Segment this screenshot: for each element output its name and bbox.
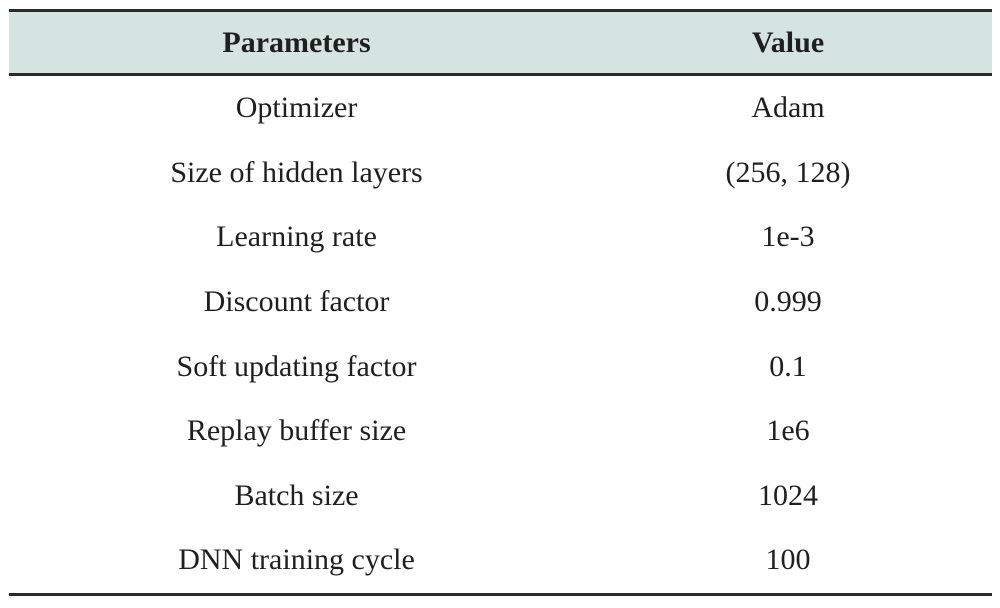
parameter-cell: DNN training cycle bbox=[9, 528, 585, 596]
table-header: Parameters Value bbox=[9, 9, 992, 76]
value-cell: 0.1 bbox=[769, 349, 807, 383]
table-row: Discount factor 0.999 bbox=[9, 270, 992, 335]
parameters-table: Parameters Value Optimizer Adam Size of … bbox=[9, 9, 992, 596]
header-parameters: Parameters bbox=[9, 9, 585, 76]
parameter-cell: Soft updating factor bbox=[176, 349, 417, 383]
table-row: Learning rate 1e-3 bbox=[9, 205, 992, 270]
header-value: Value bbox=[584, 9, 992, 76]
table-body: Optimizer Adam Size of hidden layers (25… bbox=[9, 75, 992, 596]
table-row: Size of hidden layers (256, 128) bbox=[9, 141, 992, 206]
table-row: Batch size 1024 bbox=[9, 464, 992, 529]
parameter-cell: Batch size bbox=[234, 478, 359, 512]
value-cell: (256, 128) bbox=[725, 155, 851, 189]
value-cell: 1024 bbox=[758, 478, 819, 512]
value-cell: 100 bbox=[584, 528, 992, 596]
parameters-table-container: Parameters Value Optimizer Adam Size of … bbox=[9, 9, 992, 596]
parameter-cell: Discount factor bbox=[203, 285, 390, 319]
header-row: Parameters Value bbox=[9, 9, 992, 76]
parameter-cell: Replay buffer size bbox=[186, 414, 407, 448]
table-row: Replay buffer size 1e6 bbox=[9, 399, 992, 464]
table-row: Soft updating factor 0.1 bbox=[9, 334, 992, 399]
value-cell: 1e6 bbox=[766, 414, 810, 448]
parameter-cell: Learning rate bbox=[216, 220, 377, 254]
value-cell: 0.999 bbox=[754, 285, 822, 319]
parameter-cell: Size of hidden layers bbox=[170, 155, 423, 189]
parameter-cell: Optimizer bbox=[235, 91, 358, 125]
value-cell: Adam bbox=[751, 91, 825, 125]
value-cell: 1e-3 bbox=[761, 220, 815, 254]
table-row: DNN training cycle 100 bbox=[9, 528, 992, 596]
table-row: Optimizer Adam bbox=[9, 75, 992, 141]
